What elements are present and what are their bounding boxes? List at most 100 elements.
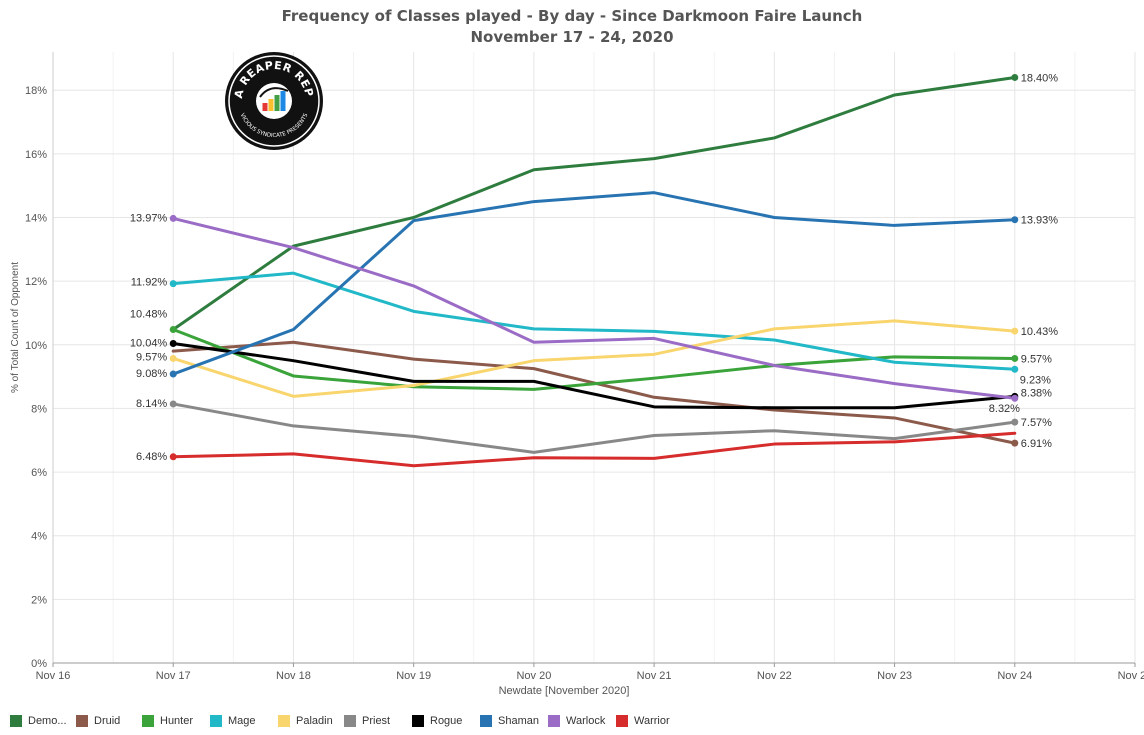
start-point-rogue (169, 339, 177, 347)
x-tick-label: Nov 20 (516, 670, 551, 682)
legend-label: Mage (228, 715, 256, 727)
y-tick-label: 14% (25, 212, 47, 224)
y-tick-label: 16% (25, 149, 47, 161)
legend-label: Hunter (160, 715, 194, 727)
series-line-demo (171, 75, 1017, 331)
logo-bar-icon (274, 95, 280, 111)
legend-label: Warrior (634, 715, 670, 727)
start-label-priest: 8.14% (136, 398, 167, 410)
legend-swatch (142, 715, 154, 727)
legend-item-warlock[interactable]: Warlock (548, 715, 616, 727)
start-point-paladin (169, 354, 177, 362)
start-label-shaman: 9.08% (136, 368, 167, 380)
legend-item-druid[interactable]: Druid (76, 715, 142, 727)
end-label-demo: 18.40% (1021, 72, 1059, 84)
x-tick-label: Nov 25 (1118, 670, 1144, 682)
logo-bar-icon (268, 99, 274, 111)
legend-item-shaman[interactable]: Shaman (480, 715, 548, 727)
logo-bar-icon (262, 103, 268, 111)
series-line-paladin (171, 319, 1017, 398)
start-point-shaman (169, 370, 177, 378)
end-point-demo (1011, 73, 1019, 81)
series-line-shaman (171, 191, 1017, 376)
start-point-priest (169, 400, 177, 408)
end-label-hunter: 9.57% (1021, 353, 1052, 365)
series-line-mage (171, 271, 1017, 371)
legend-label: Druid (94, 715, 121, 727)
end-point-priest (1011, 418, 1019, 426)
start-point-mage (169, 280, 177, 288)
end-point-paladin (1011, 327, 1019, 335)
y-tick-label: 10% (25, 340, 47, 352)
series-line-priest (171, 402, 1017, 454)
y-tick-label: 0% (31, 658, 47, 670)
start-point-warrior (169, 453, 177, 461)
legend-label: Priest (362, 715, 391, 727)
legend-label: Demo... (28, 715, 67, 727)
end-label-paladin: 10.43% (1021, 326, 1059, 338)
legend-swatch (210, 715, 222, 727)
legend-item-paladin[interactable]: Paladin (278, 715, 344, 727)
start-label-hunter: 10.48% (130, 308, 168, 320)
logo-scythe-icon (259, 87, 289, 98)
x-tick-label: Nov 16 (36, 670, 71, 682)
legend-item-priest[interactable]: Priest (344, 715, 412, 727)
legend-item-warrior[interactable]: Warrior (616, 715, 676, 727)
end-point-hunter (1011, 354, 1019, 362)
chart-title-block: Frequency of Classes played - By day - S… (0, 6, 1144, 48)
legend-label: Paladin (296, 715, 333, 727)
legend-swatch (10, 715, 22, 727)
x-tick-label: Nov 22 (757, 670, 792, 682)
start-point-warlock (169, 214, 177, 222)
end-label-mage: 9.23% (1020, 374, 1051, 386)
start-point-hunter (169, 325, 177, 333)
legend-swatch (548, 715, 560, 727)
start-label-paladin: 9.57% (136, 351, 167, 363)
end-point-warlock (1011, 394, 1019, 402)
legend-label: Shaman (498, 715, 539, 727)
x-axis-title: Newdate [November 2020] (499, 685, 630, 697)
x-tick-label: Nov 24 (997, 670, 1032, 682)
end-point-mage (1011, 365, 1019, 373)
legend-item-mage[interactable]: Mage (210, 715, 278, 727)
x-tick-label: Nov 17 (156, 670, 191, 682)
end-point-shaman (1011, 216, 1019, 224)
end-label-rogue: 8.38% (1021, 387, 1052, 399)
x-tick-label: Nov 23 (877, 670, 912, 682)
chart-subtitle: November 17 - 24, 2020 (470, 28, 674, 46)
x-tick-label: Nov 19 (396, 670, 431, 682)
y-axis-title: % of Total Count of Opponent (10, 262, 21, 393)
legend-item-rogue[interactable]: Rogue (412, 715, 480, 727)
y-tick-label: 8% (31, 403, 47, 415)
legend-swatch (480, 715, 492, 727)
legend-swatch (616, 715, 628, 727)
start-label-warrior: 6.48% (136, 451, 167, 463)
end-label-warlock: 8.32% (989, 403, 1020, 415)
x-tick-label: Nov 21 (637, 670, 672, 682)
y-tick-label: 12% (25, 276, 47, 288)
chart-title: Frequency of Classes played - By day - S… (281, 7, 863, 25)
logo-ring (228, 55, 320, 147)
logo-bar-icon (280, 91, 286, 111)
y-tick-label: 18% (25, 85, 47, 97)
legend-swatch (278, 715, 290, 727)
end-point-druid (1011, 439, 1019, 447)
legend-label: Warlock (566, 715, 606, 727)
end-label-priest: 7.57% (1021, 417, 1052, 429)
series-line-warrior (171, 431, 1017, 468)
legend-item-hunter[interactable]: Hunter (142, 715, 210, 727)
y-tick-label: 6% (31, 467, 47, 479)
series-line-warlock (171, 216, 1017, 400)
start-label-warlock: 13.97% (130, 212, 168, 224)
legend-item-demo[interactable]: Demo... (10, 715, 76, 727)
series-line-rogue (171, 341, 1017, 410)
x-tick-label: Nov 18 (276, 670, 311, 682)
legend-label: Rogue (430, 715, 463, 727)
start-label-mage: 11.92% (131, 277, 168, 289)
end-label-shaman: 13.93% (1021, 215, 1059, 227)
start-label-rogue: 10.04% (130, 337, 168, 349)
legend-swatch (412, 715, 424, 727)
end-label-druid: 6.91% (1021, 438, 1052, 450)
y-tick-label: 4% (31, 531, 47, 543)
